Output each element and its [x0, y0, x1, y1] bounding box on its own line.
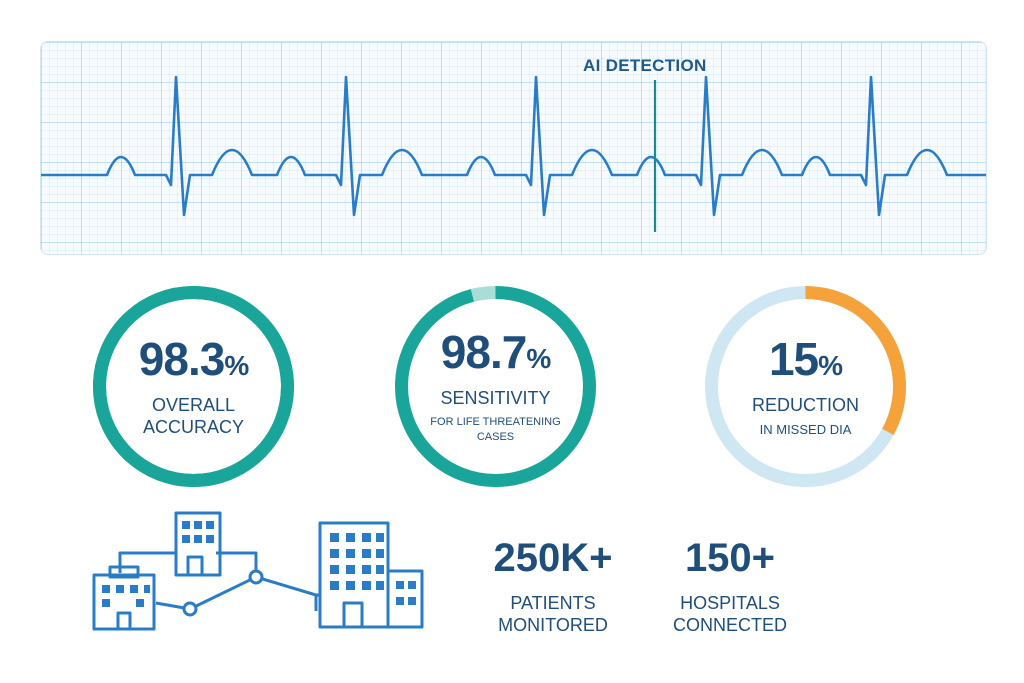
- patients-number: 250K+: [493, 536, 613, 580]
- reduction-ring-graphic: [705, 286, 906, 487]
- accuracy-ring-graphic: [93, 286, 294, 487]
- sensitivity-ring-graphic: [395, 286, 596, 487]
- ecg-trace: [41, 75, 986, 217]
- reduction-label: REDUCTION: [752, 395, 859, 415]
- ecg-waveform: [41, 75, 986, 232]
- reduction-sublabel: IN MISSED DIA: [759, 422, 852, 437]
- accuracy-value: 98.3%: [138, 332, 249, 385]
- reduction-ring: 15% REDUCTION IN MISSED DIA: [702, 283, 909, 490]
- sensitivity-sublabel: FOR LIFE THREATENING CASES: [430, 415, 561, 443]
- ecg-panel: AI DETECTION: [40, 41, 987, 255]
- accuracy-label: OVERALL ACCURACY: [142, 394, 244, 437]
- hospital-network-icon: [92, 511, 424, 631]
- ai-detection-label: AI DETECTION: [583, 56, 707, 75]
- patients-label: PATIENTS MONITORED: [498, 593, 608, 635]
- reduction-value: 15%: [768, 333, 843, 385]
- sensitivity-value: 98.7%: [440, 325, 551, 378]
- hospitals-number: 150+: [684, 536, 776, 580]
- hospitals-stat: 150+ HOSPITALS CONNECTED: [660, 538, 800, 636]
- hospitals-label: HOSPITALS CONNECTED: [672, 593, 787, 635]
- accuracy-ring: 98.3% OVERALL ACCURACY: [90, 283, 297, 490]
- sensitivity-ring: 98.7% SENSITIVITY FOR LIFE THREATENING C…: [392, 283, 599, 490]
- sensitivity-label: SENSITIVITY: [440, 387, 551, 408]
- patients-stat: 250K+ PATIENTS MONITORED: [478, 538, 628, 636]
